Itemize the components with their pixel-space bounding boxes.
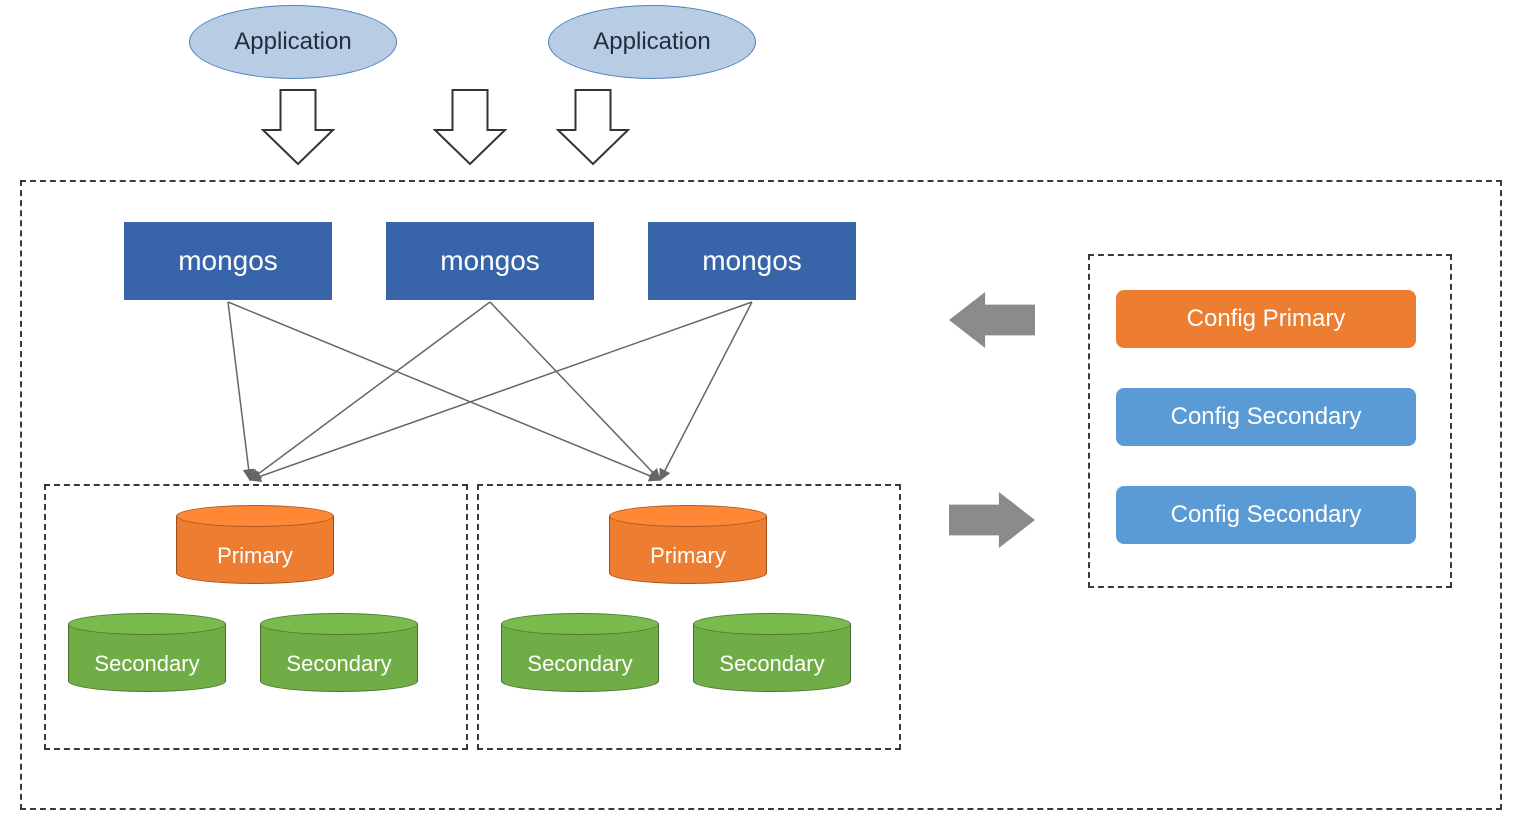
config-server-node: Config Primary (1116, 290, 1416, 348)
mongos-node: mongos (124, 222, 332, 300)
db-cylinder-label: Primary (609, 543, 767, 569)
application-node: Application (548, 5, 756, 79)
mongos-node: mongos (386, 222, 594, 300)
mongos-node: mongos (648, 222, 856, 300)
db-cylinder-label: Secondary (260, 651, 418, 677)
db-cylinder: Secondary (68, 614, 226, 692)
db-cylinder-label: Secondary (693, 651, 851, 677)
config-server-node: Config Secondary (1116, 486, 1416, 544)
db-cylinder: Primary (176, 506, 334, 584)
db-cylinder-label: Primary (176, 543, 334, 569)
config-server-node: Config Secondary (1116, 388, 1416, 446)
db-cylinder: Secondary (501, 614, 659, 692)
db-cylinder-label: Secondary (501, 651, 659, 677)
db-cylinder: Primary (609, 506, 767, 584)
application-node: Application (189, 5, 397, 79)
diagram-stage: Application Application mongos mongos mongos… (0, 0, 1514, 818)
db-cylinder: Secondary (260, 614, 418, 692)
db-cylinder: Secondary (693, 614, 851, 692)
db-cylinder-label: Secondary (68, 651, 226, 677)
